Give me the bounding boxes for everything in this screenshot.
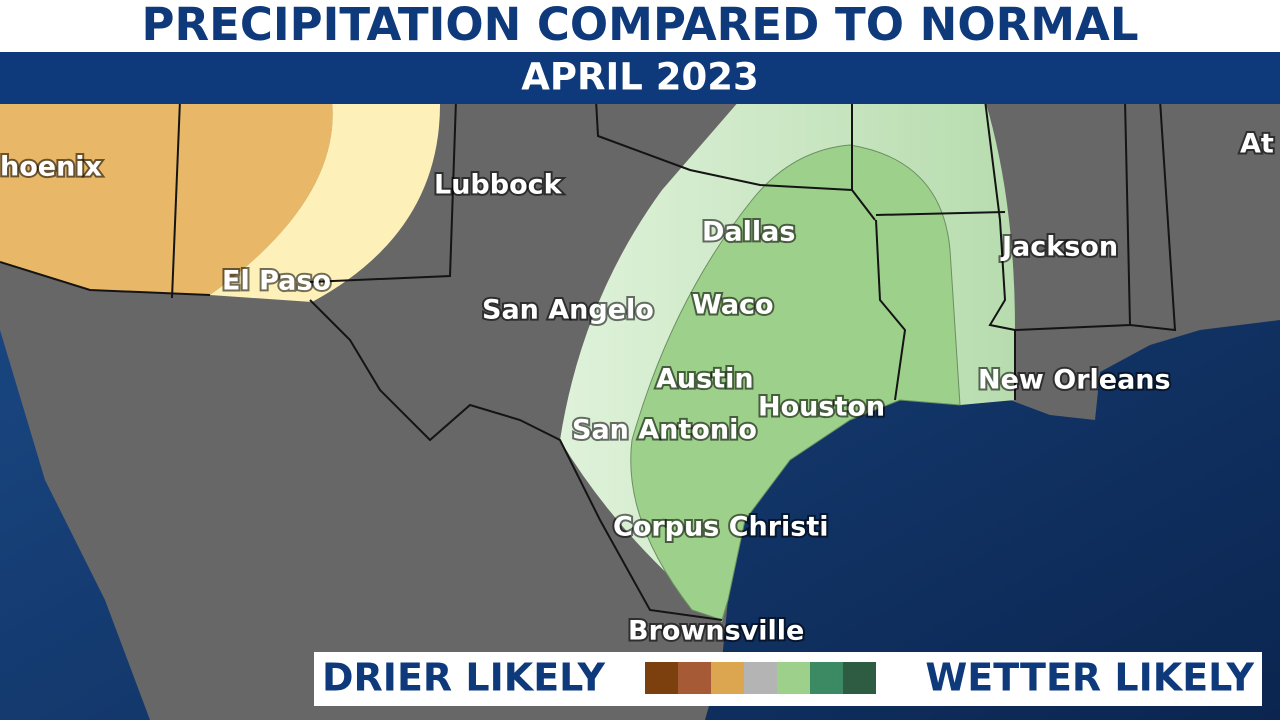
legend-swatch bbox=[711, 662, 744, 694]
city-label: Brownsville bbox=[628, 616, 804, 647]
legend-swatch bbox=[645, 662, 678, 694]
subtitle-band bbox=[0, 52, 1280, 104]
city-label: Houston bbox=[758, 392, 885, 423]
legend-swatch bbox=[843, 662, 876, 694]
city-label: hoenix bbox=[0, 152, 102, 183]
title-band bbox=[0, 0, 1280, 52]
city-label: New Orleans bbox=[978, 365, 1171, 396]
city-label: Waco bbox=[692, 290, 774, 321]
city-label: San Angelo bbox=[482, 295, 654, 326]
city-label: Jackson bbox=[1000, 232, 1118, 263]
city-label: San Antonio bbox=[572, 415, 757, 446]
city-label: El Paso bbox=[222, 266, 331, 297]
slightly-drier-zone bbox=[210, 100, 441, 302]
legend-swatch bbox=[678, 662, 711, 694]
state-borders bbox=[0, 99, 1177, 621]
legend-swatch bbox=[777, 662, 810, 694]
legend-left: DRIER LIKELY bbox=[322, 656, 605, 700]
legend-swatch bbox=[744, 662, 777, 694]
city-label: Austin bbox=[656, 364, 754, 395]
city-label: Lubbock bbox=[434, 170, 563, 201]
city-label: Dallas bbox=[702, 217, 795, 248]
drier-zone bbox=[0, 100, 333, 295]
city-label: Corpus Christi bbox=[613, 512, 829, 543]
title: PRECIPITATION COMPARED TO NORMAL bbox=[141, 0, 1138, 51]
legend-swatch bbox=[810, 662, 843, 694]
legend-right: WETTER LIKELY bbox=[925, 656, 1254, 700]
subtitle: APRIL 2023 bbox=[521, 56, 758, 99]
city-label: At bbox=[1240, 129, 1274, 160]
